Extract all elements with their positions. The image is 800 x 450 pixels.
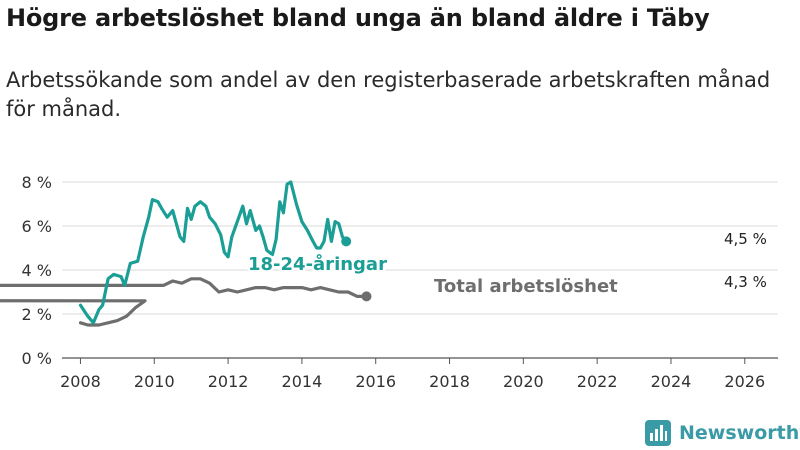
y-tick-label: 4 %: [22, 261, 52, 280]
brand-name: Newsworthy: [679, 422, 800, 444]
series-lines: [0, 180, 372, 327]
series-labels: 18-24-åringar Total arbetslöshet 4,5 % 4,3 …: [246, 229, 769, 300]
end-marker-18-24: [341, 236, 352, 247]
brand-logo: Newsworthy: [645, 419, 800, 447]
series-label-18-24: 18-24-åringar: [248, 253, 387, 275]
x-tick-label: 2008: [60, 372, 101, 391]
x-tick-label: 2014: [282, 372, 323, 391]
y-tick-label: 2 %: [22, 305, 52, 324]
axes: 0 % 2 % 4 % 6 % 8 % 2008 2010 2012 2014 2016 2018 2…: [22, 173, 778, 391]
series-label-total: Total arbetslöshet: [434, 276, 618, 297]
chart-subtitle: Arbetssökande som andel av den registerb…: [6, 68, 771, 121]
end-value-total: 4,5 %: [724, 230, 767, 248]
x-tick-label: 2012: [208, 372, 249, 391]
end-marker-total: [361, 291, 372, 302]
series-line-18-24: [78, 180, 348, 325]
gridlines: [62, 181, 778, 315]
x-tick-label: 2020: [503, 372, 544, 391]
x-tick-label: 2026: [724, 372, 765, 391]
y-tick-label: 6 %: [22, 217, 52, 236]
y-tick-label: 0 %: [22, 349, 52, 368]
x-tick-label: 2018: [429, 372, 470, 391]
chart-title: Högre arbetslöshet bland unga än bland ä…: [6, 4, 710, 32]
x-tick-label: 2022: [577, 372, 618, 391]
x-tick-label: 2016: [355, 372, 396, 391]
x-tick-label: 2024: [651, 372, 692, 391]
x-tick-label: 2010: [134, 372, 175, 391]
newsworthy-logo-icon: [645, 420, 671, 446]
series-line-total: [0, 277, 369, 327]
y-tick-label: 8 %: [22, 173, 52, 192]
end-value-18-24: 4,3 %: [724, 273, 767, 291]
